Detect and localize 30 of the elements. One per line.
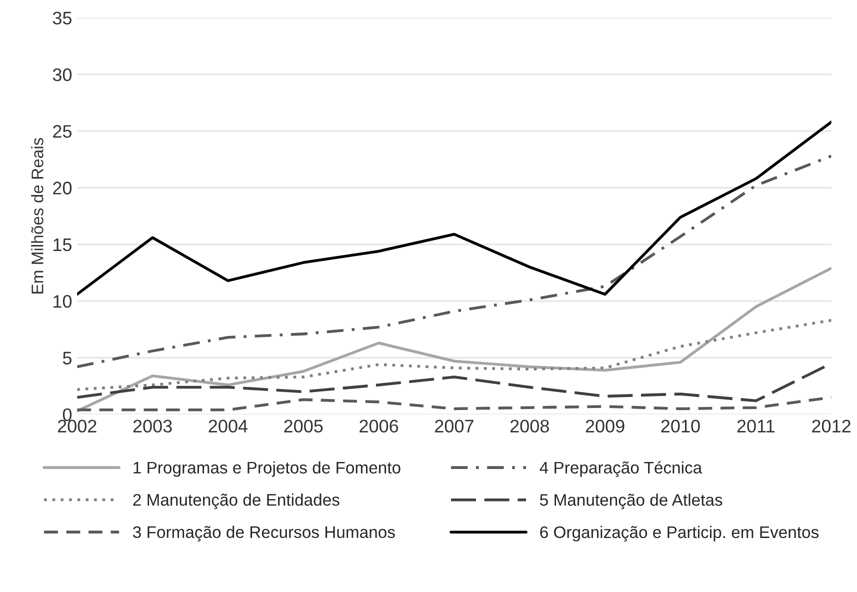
x-tick-label: 2011 — [737, 420, 774, 433]
legend-label: 2 Manutenção de Entidades — [133, 494, 340, 510]
y-tick-label: 25 — [53, 125, 72, 138]
line-series — [77, 266, 832, 412]
x-tick-label: 2003 — [133, 420, 172, 433]
line-series — [77, 120, 832, 296]
line-series — [77, 318, 832, 391]
line-series — [77, 154, 832, 368]
x-tick-label: 2005 — [284, 420, 323, 433]
legend-label: 4 Preparação Técnica — [540, 461, 702, 477]
x-tick-label: 2007 — [435, 420, 474, 433]
legend-label: 1 Programas e Projetos de Fomento — [134, 461, 400, 477]
y-tick-label: 20 — [53, 182, 72, 194]
x-tick-label: 2008 — [510, 420, 549, 433]
legend-label: 5 Manutenção de Atletas — [540, 494, 722, 510]
y-tick-label: 0 — [62, 408, 72, 422]
y-tick-label: 35 — [52, 12, 72, 24]
x-tick-label: 2009 — [586, 420, 624, 433]
x-tick-label: 2012 — [812, 420, 850, 433]
y-tick-label: 15 — [54, 238, 72, 252]
y-tick-label: 5 — [62, 352, 72, 364]
y-axis-title: Em Milhões de Reais — [31, 138, 44, 294]
y-tick-label: 10 — [54, 295, 72, 308]
y-tick-label: 30 — [52, 68, 72, 82]
x-tick-label: 2002 — [58, 420, 96, 433]
x-tick-label: 2006 — [360, 420, 398, 433]
legend-label: 6 Organização e Particip. em Eventos — [540, 526, 819, 542]
x-tick-label: 2004 — [208, 420, 248, 433]
legend-label: 3 Formação de Recursos Humanos — [133, 526, 395, 542]
x-tick-label: 2010 — [661, 420, 700, 433]
